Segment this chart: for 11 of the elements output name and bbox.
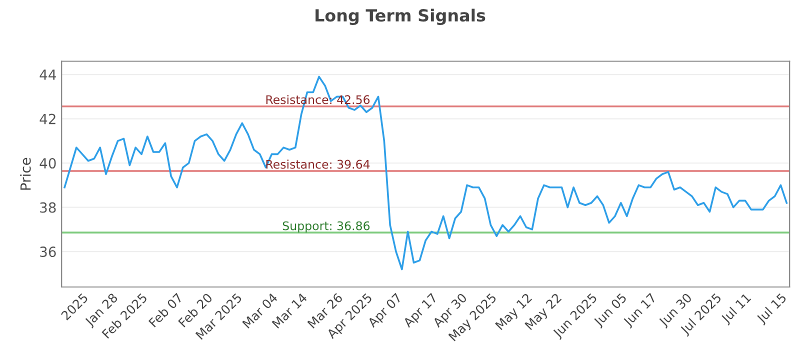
y-axis-title: Price [20,158,31,190]
x-tick-label: Jul 15 [756,292,788,326]
y-tick-label: 40 [40,158,56,169]
ref-line-label: Support: 36.86 [282,221,370,233]
y-tick-label: 36 [40,246,56,258]
chart-title: Long Term Signals [316,8,486,26]
y-tick-label: 38 [40,202,56,213]
x-tick-label: Jul 11 [720,292,753,326]
y-tick-label: 42 [40,114,56,124]
y-tick-label: 44 [40,70,56,80]
line-series [64,76,788,270]
